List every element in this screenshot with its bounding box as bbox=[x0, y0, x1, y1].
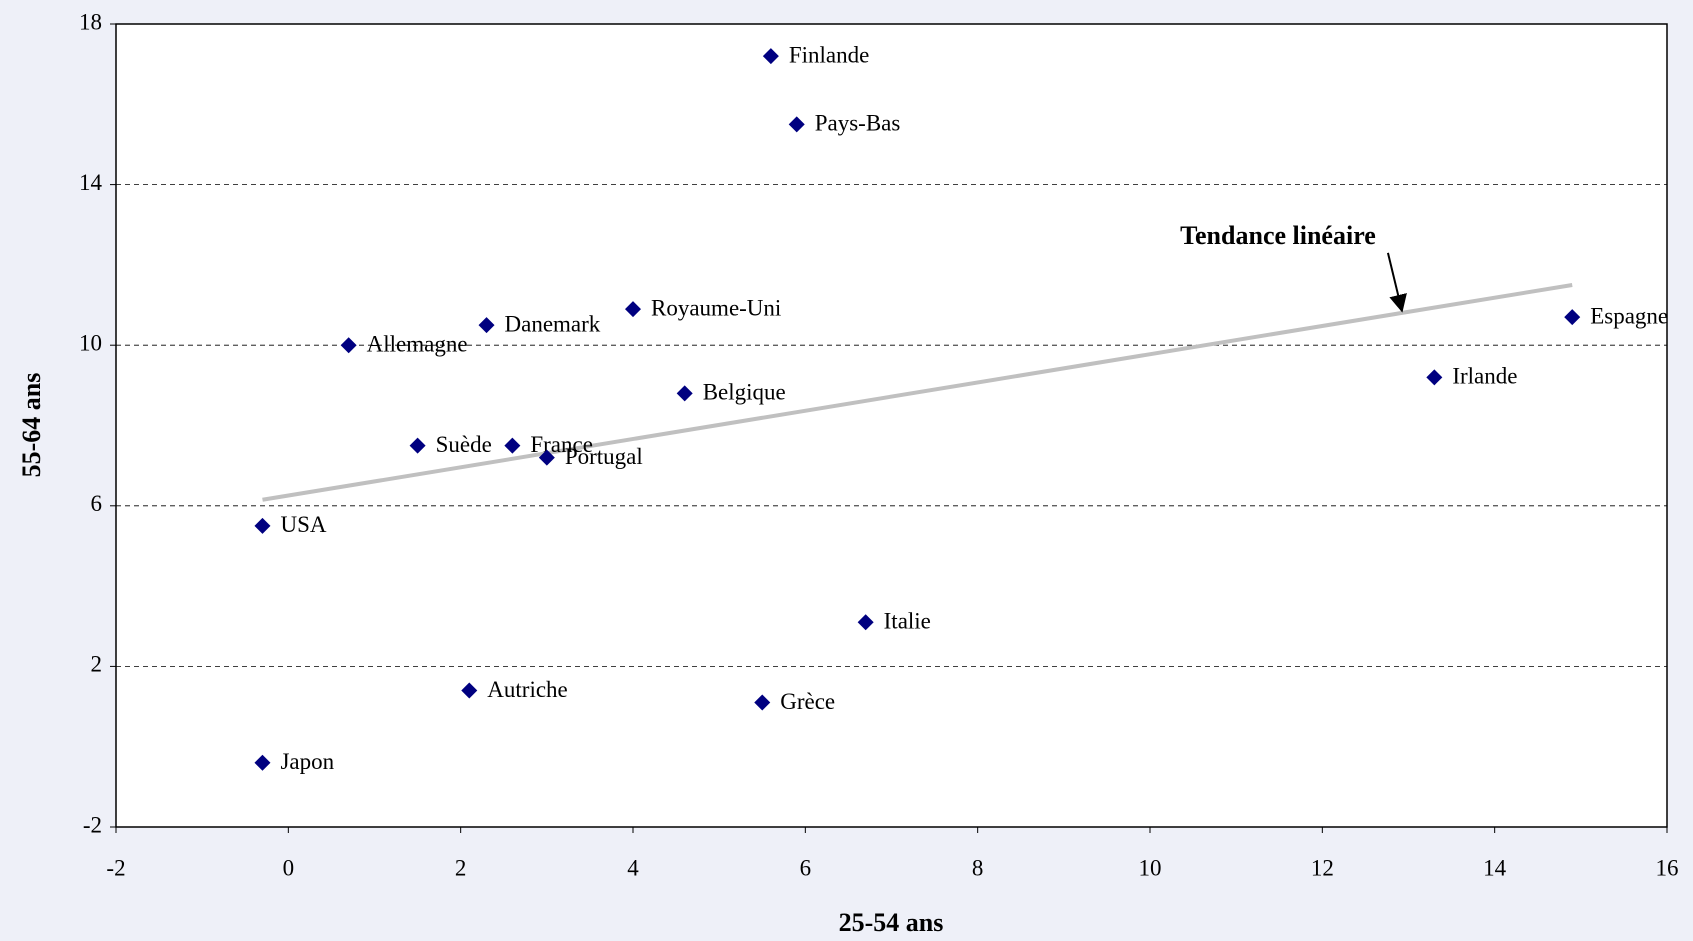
point bbox=[409, 437, 426, 454]
x-tick-label: 4 bbox=[627, 855, 639, 880]
point bbox=[788, 116, 805, 133]
y-tick-label: 10 bbox=[79, 330, 102, 355]
point-label: Autriche bbox=[487, 677, 567, 702]
point-label: Espagne bbox=[1590, 303, 1668, 328]
annotation: Tendance linéaire bbox=[1180, 221, 1376, 250]
y-tick-label: 2 bbox=[91, 652, 103, 677]
x-axis-label: 25-54 ans bbox=[839, 908, 944, 937]
point-label: Finlande bbox=[789, 42, 870, 67]
x-tick-label: 12 bbox=[1311, 855, 1334, 880]
point bbox=[254, 517, 271, 534]
x-tick-label: 0 bbox=[283, 855, 295, 880]
x-tick-label: 8 bbox=[972, 855, 984, 880]
point bbox=[340, 337, 357, 354]
x-tick-label: 10 bbox=[1139, 855, 1162, 880]
x-tick-label: -2 bbox=[106, 855, 125, 880]
point-label: USA bbox=[280, 512, 326, 537]
point-label: Belgique bbox=[703, 380, 786, 405]
y-tick-label: 14 bbox=[79, 170, 103, 195]
point-label: Irlande bbox=[1452, 364, 1517, 389]
point bbox=[754, 694, 771, 711]
point bbox=[461, 682, 478, 699]
point bbox=[625, 301, 641, 318]
point bbox=[478, 317, 495, 334]
point-label: Pays-Bas bbox=[815, 111, 901, 136]
point-label: Royaume-Uni bbox=[651, 295, 781, 320]
point-label: France bbox=[530, 432, 593, 457]
y-tick-label: -2 bbox=[83, 812, 102, 837]
point bbox=[762, 48, 779, 65]
point bbox=[1564, 309, 1581, 326]
point bbox=[504, 437, 521, 454]
point-label: Grèce bbox=[780, 689, 835, 714]
x-tick-label: 6 bbox=[800, 855, 812, 880]
plot-area bbox=[115, 23, 1668, 828]
point bbox=[538, 449, 555, 466]
annotation-arrow bbox=[1386, 252, 1407, 313]
point-label: Danemark bbox=[505, 311, 601, 336]
y-axis-label: 55-64 ans bbox=[17, 373, 46, 478]
y-tick-label: 18 bbox=[79, 9, 102, 34]
point bbox=[1426, 369, 1443, 386]
point bbox=[857, 614, 874, 631]
point bbox=[676, 385, 693, 402]
x-tick-label: 14 bbox=[1483, 855, 1507, 880]
point-label: Italie bbox=[884, 609, 931, 634]
point-label: Suède bbox=[436, 432, 492, 457]
point-label: Japon bbox=[280, 749, 334, 774]
trend-line bbox=[262, 283, 1573, 502]
y-tick-label: 6 bbox=[91, 491, 103, 516]
point-label: Allemagne bbox=[367, 331, 468, 356]
x-tick-label: 16 bbox=[1656, 855, 1679, 880]
point bbox=[254, 754, 271, 771]
point-label: Portugal bbox=[565, 444, 643, 469]
x-tick-label: 2 bbox=[455, 855, 467, 880]
